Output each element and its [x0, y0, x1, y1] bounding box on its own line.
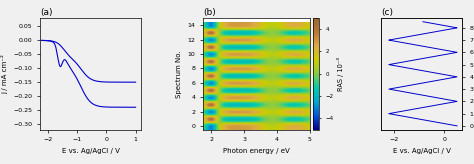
Text: (c): (c) — [381, 8, 393, 17]
Y-axis label: j / mA cm⁻²: j / mA cm⁻² — [1, 54, 8, 94]
X-axis label: Photon energy / eV: Photon energy / eV — [223, 148, 290, 154]
Text: (a): (a) — [40, 8, 53, 17]
Y-axis label: Spectrum No.: Spectrum No. — [176, 50, 182, 98]
X-axis label: E vs. Ag/AgCl / V: E vs. Ag/AgCl / V — [393, 148, 451, 154]
Y-axis label: RAS / 10⁻³: RAS / 10⁻³ — [337, 57, 344, 91]
Text: (b): (b) — [203, 8, 216, 17]
X-axis label: E vs. Ag/AgCl / V: E vs. Ag/AgCl / V — [62, 148, 120, 154]
